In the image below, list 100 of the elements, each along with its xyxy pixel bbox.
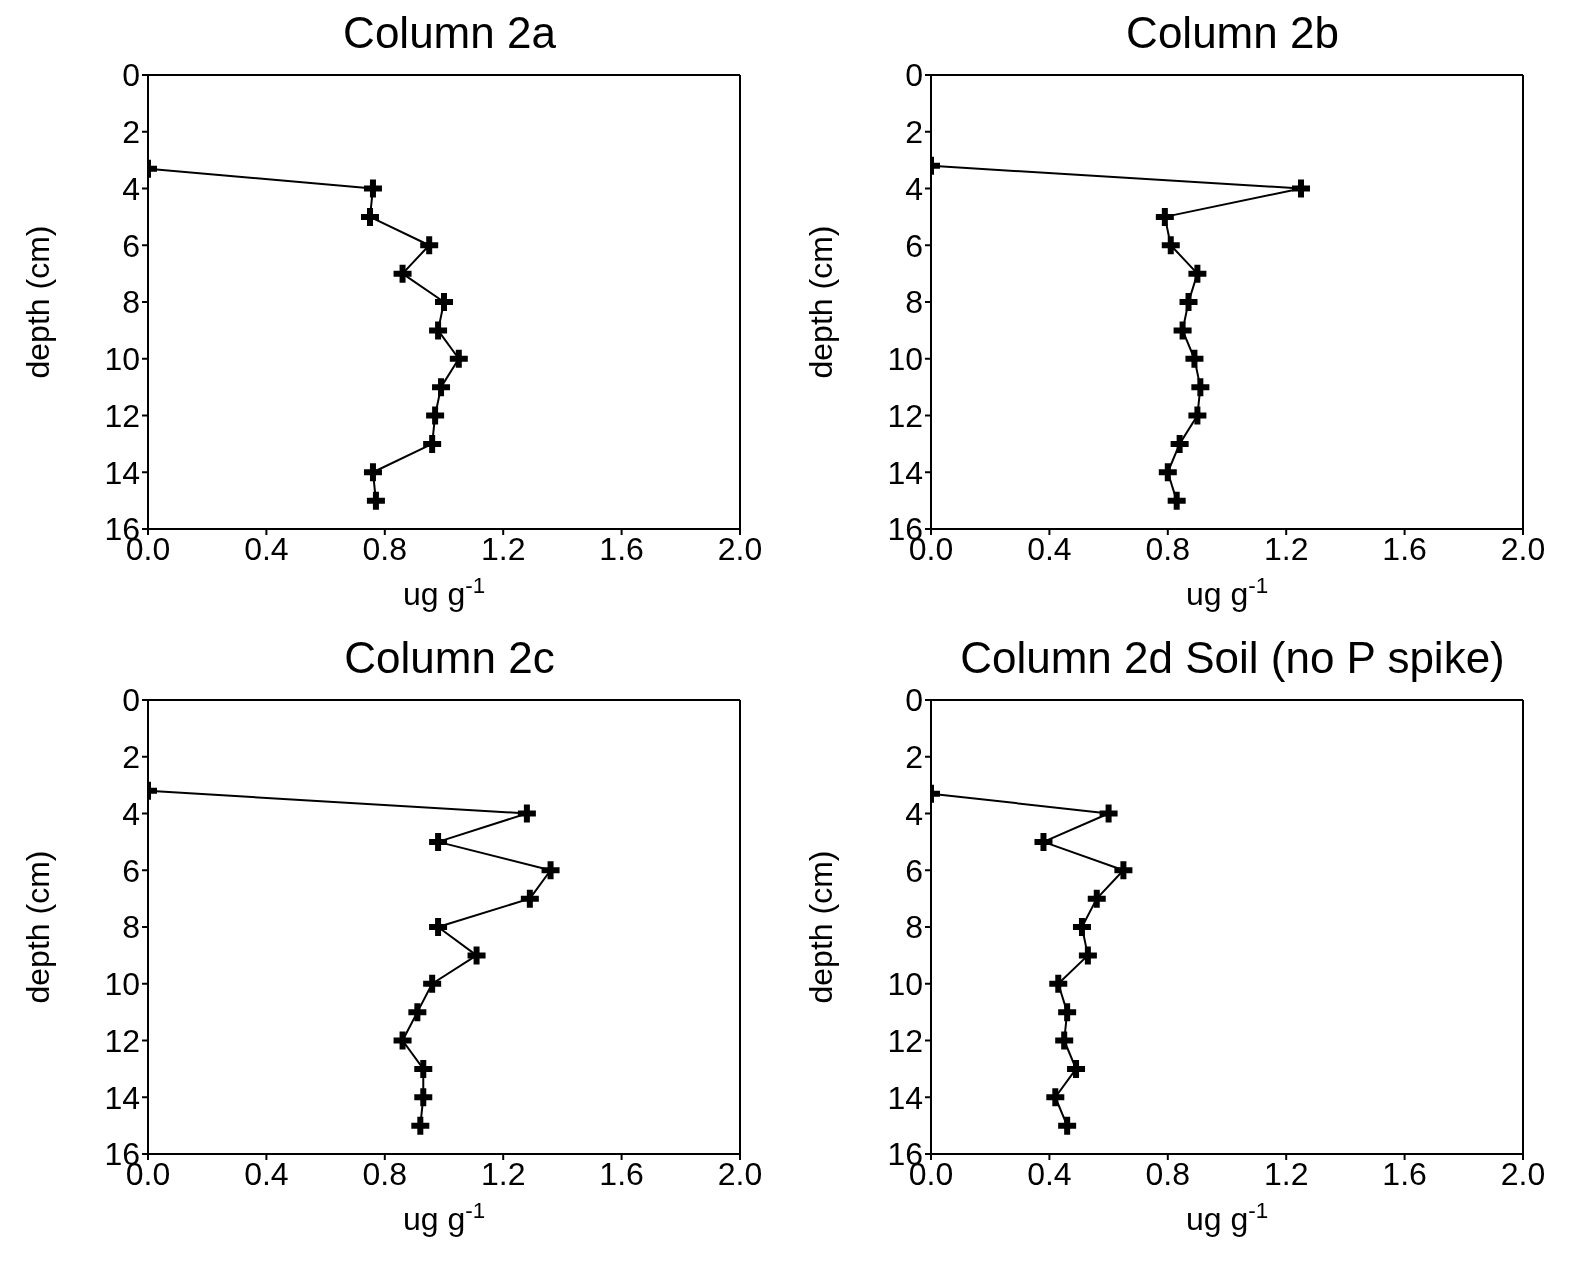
x-tick-label: 1.2 <box>1263 530 1309 567</box>
x-axis-title: ug g$^{-1}$ <box>1185 1197 1269 1237</box>
point <box>1188 406 1207 425</box>
point <box>1167 491 1186 510</box>
point <box>1158 463 1177 482</box>
x-tick-label: 1.2 <box>480 530 526 567</box>
chart-title: Column 2a <box>343 8 556 57</box>
point <box>429 918 448 936</box>
point <box>408 1003 427 1022</box>
point <box>414 1059 433 1078</box>
y-tick-label: 6 <box>905 852 923 889</box>
x-tick-label: 1.2 <box>480 1155 526 1192</box>
x-tick-label: 0.8 <box>362 1155 408 1192</box>
point <box>363 463 382 482</box>
y-tick-label: 2 <box>905 114 923 151</box>
x-tick-label: 1.6 <box>599 1155 644 1192</box>
y-tick-label: 4 <box>905 795 923 832</box>
y-tick-label: 10 <box>104 966 140 1003</box>
point <box>467 946 486 965</box>
x-tick-label: 0.8 <box>362 530 408 567</box>
point <box>517 804 536 823</box>
x-axis-title: ug g$^{-1}$ <box>402 1197 486 1237</box>
x-tick-label: 0.4 <box>244 1155 289 1192</box>
point <box>429 321 448 340</box>
x-tick-label: 2.0 <box>717 1155 763 1192</box>
point <box>1185 349 1204 368</box>
x-tick-label: 1.6 <box>599 530 644 567</box>
point <box>435 293 453 311</box>
y-tick-label: 12 <box>887 1022 923 1059</box>
y-tick-label: 6 <box>122 227 140 264</box>
y-tick-label: 0 <box>122 57 140 94</box>
y-axis-title: depth (cm) <box>20 225 57 379</box>
y-tick-label: 2 <box>905 739 923 776</box>
x-tick-label: 0.4 <box>1027 1155 1072 1192</box>
y-tick-label: 2 <box>122 114 140 151</box>
y-tick-label: 2 <box>122 739 140 776</box>
x-tick-label: 1.6 <box>1382 530 1427 567</box>
chart-title: Column 2d Soil (no P spike) <box>960 633 1505 682</box>
y-tick-label: 4 <box>122 795 140 832</box>
point <box>520 889 539 908</box>
point <box>393 1031 412 1050</box>
point <box>429 832 448 851</box>
x-tick-label: 2.0 <box>1500 1155 1546 1192</box>
y-tick-label: 0 <box>905 682 923 719</box>
chart-title: Column 2c <box>344 633 555 682</box>
y-tick-label: 4 <box>122 170 140 207</box>
y-tick-label: 8 <box>122 284 140 321</box>
x-tick-label: 0.4 <box>1027 530 1072 567</box>
point <box>426 406 445 425</box>
y-axis-title: depth (cm) <box>20 850 57 1004</box>
x-tick-label: 2.0 <box>1500 530 1546 567</box>
point <box>432 378 451 397</box>
point <box>541 861 560 880</box>
x-tick-label: 2.0 <box>717 530 763 567</box>
x-tick-label: 0.4 <box>244 530 289 567</box>
point <box>393 264 412 283</box>
point <box>1170 434 1189 453</box>
y-tick-label: 12 <box>104 1022 140 1059</box>
y-tick-label: 6 <box>122 852 140 889</box>
y-tick-label: 10 <box>887 341 923 378</box>
point <box>1191 378 1210 397</box>
x-axis-title: ug g$^{-1}$ <box>402 572 486 612</box>
y-tick-label: 0 <box>905 57 923 94</box>
y-tick-label: 14 <box>887 454 923 491</box>
point <box>366 491 385 510</box>
point <box>1188 264 1207 283</box>
chart-title: Column 2b <box>1126 8 1339 57</box>
y-tick-label: 10 <box>104 341 140 378</box>
point <box>1161 236 1180 255</box>
point <box>361 207 379 226</box>
y-tick-label: 8 <box>122 909 140 946</box>
point <box>449 349 468 368</box>
point <box>1179 293 1198 311</box>
point <box>1155 207 1174 226</box>
y-tick-label: 4 <box>905 170 923 207</box>
point <box>414 1088 433 1107</box>
y-tick-label: 8 <box>905 909 923 946</box>
point <box>420 236 439 255</box>
y-axis-title: depth (cm) <box>803 225 840 379</box>
y-tick-label: 14 <box>104 454 140 491</box>
x-tick-label: 1.2 <box>1263 1155 1309 1192</box>
y-tick-label: 14 <box>887 1079 923 1116</box>
point <box>423 974 442 993</box>
x-tick-label: 1.6 <box>1382 1155 1427 1192</box>
x-axis-title: ug g$^{-1}$ <box>1185 572 1269 612</box>
y-tick-label: 12 <box>887 397 923 434</box>
x-tick-label: 0.8 <box>1145 1155 1191 1192</box>
point <box>423 434 442 453</box>
y-tick-label: 0 <box>122 682 140 719</box>
point <box>1173 321 1192 340</box>
point <box>363 179 382 198</box>
y-axis-title: depth (cm) <box>803 850 840 1004</box>
y-tick-label: 8 <box>905 284 923 321</box>
point <box>1292 179 1310 198</box>
x-tick-label: 0.8 <box>1145 530 1191 567</box>
point <box>411 1116 430 1135</box>
y-tick-label: 10 <box>887 966 923 1003</box>
y-tick-label: 12 <box>104 397 140 434</box>
y-tick-label: 14 <box>104 1079 140 1116</box>
y-tick-label: 6 <box>905 227 923 264</box>
